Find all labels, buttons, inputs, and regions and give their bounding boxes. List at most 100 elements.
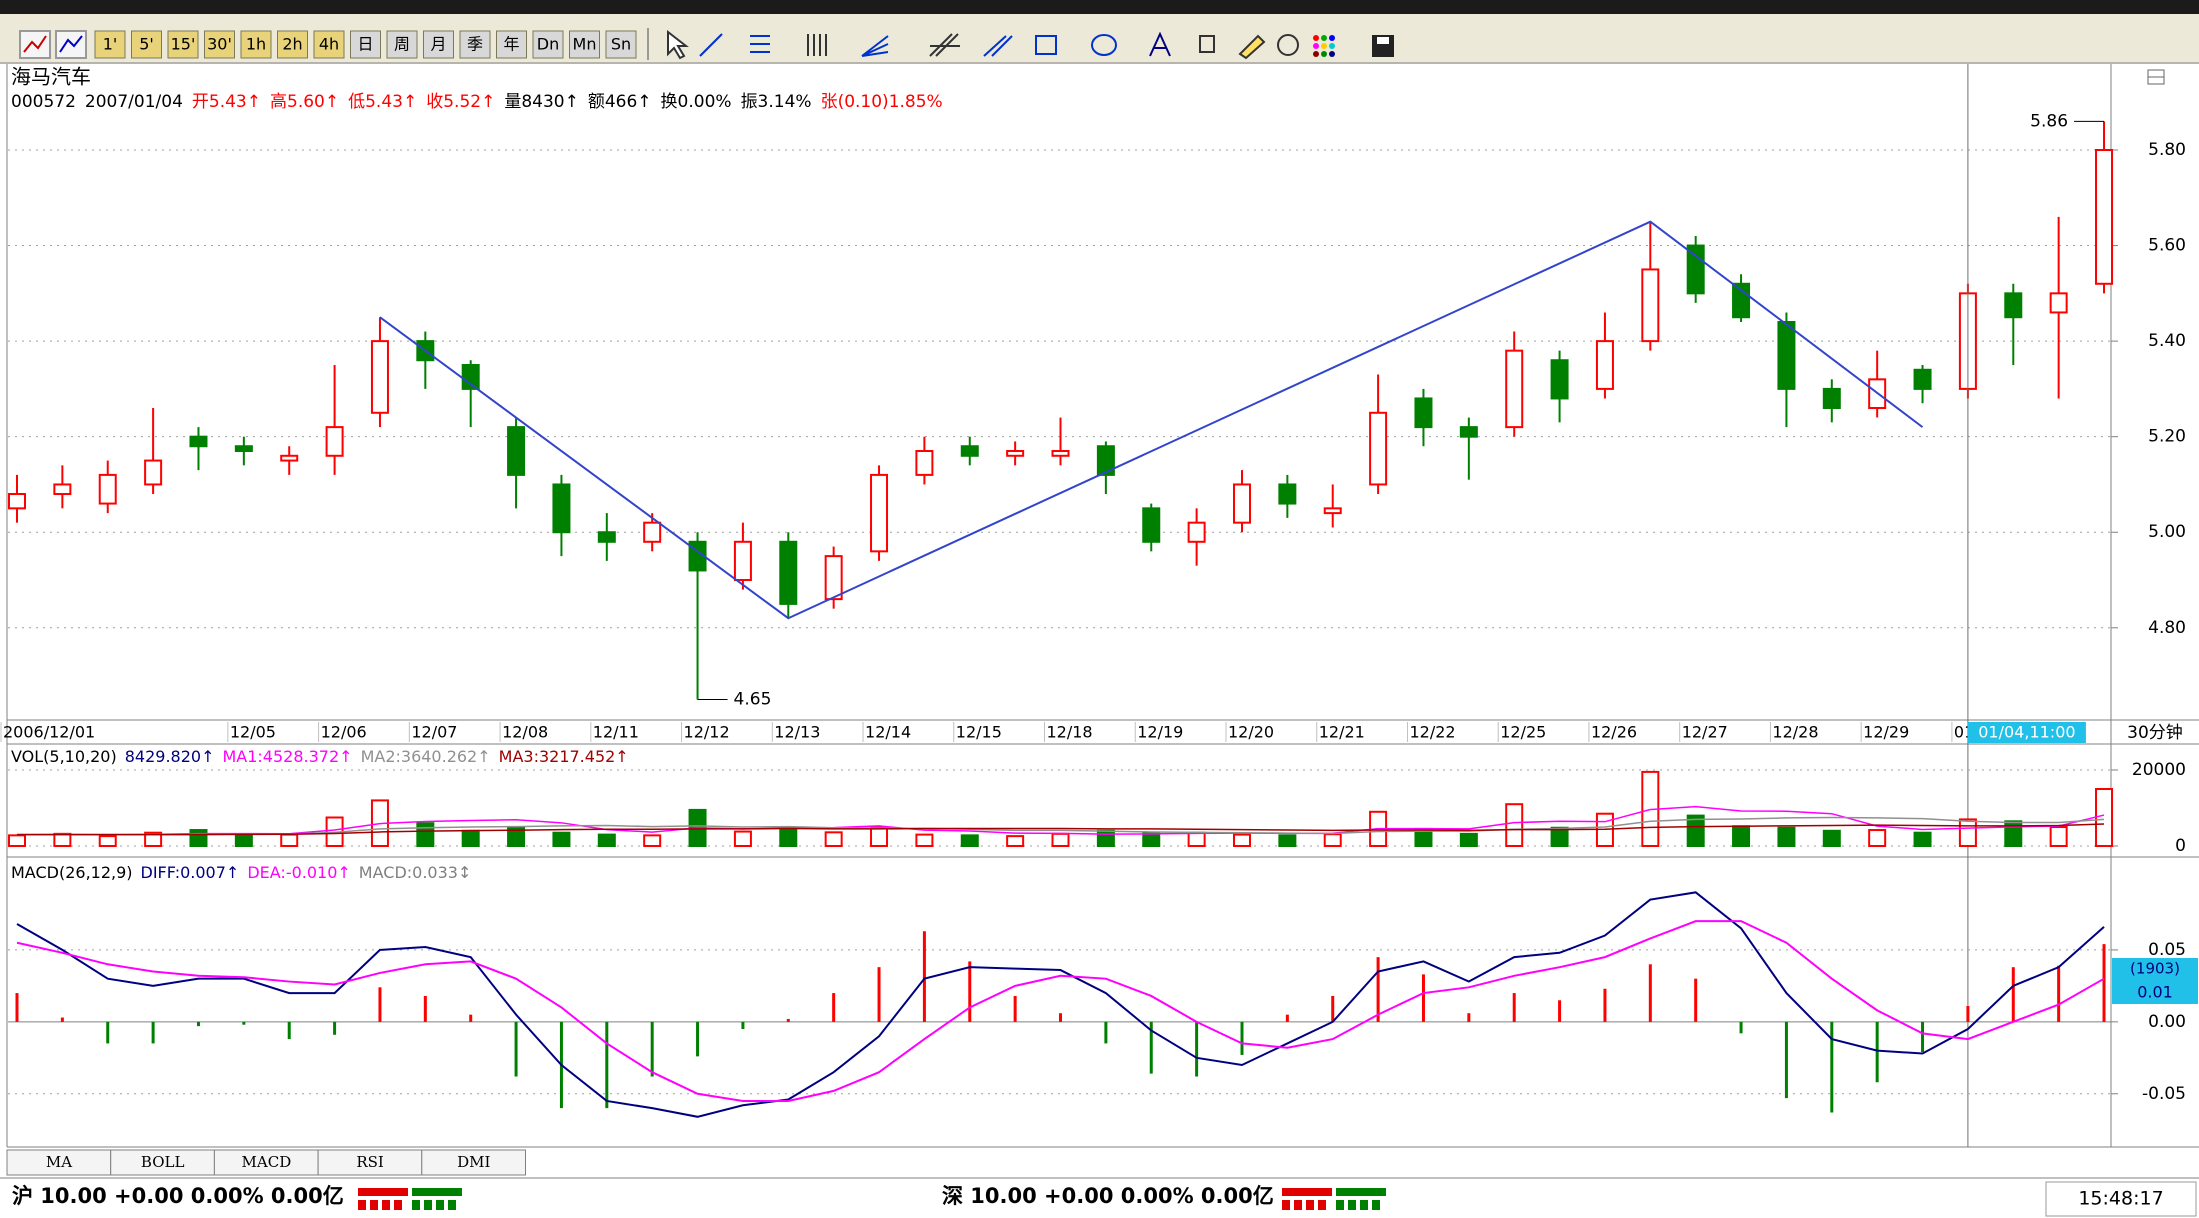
candle-body	[643, 521, 662, 543]
quote-field: 开5.43↑	[192, 92, 261, 112]
toolbar-button[interactable]	[350, 30, 381, 59]
toolbar-button[interactable]	[94, 30, 126, 59]
toolbar-button[interactable]	[167, 30, 199, 59]
indicator-tab[interactable]	[421, 1149, 526, 1176]
volume-bar	[1142, 832, 1161, 847]
toolbar-button[interactable]	[277, 30, 308, 59]
block	[412, 1188, 462, 1196]
volume-bar	[461, 829, 480, 847]
icon-fan[interactable]	[861, 35, 889, 57]
volume-bar	[1187, 831, 1206, 847]
x-tick-label: 12/05	[230, 723, 276, 742]
block	[1306, 1200, 1314, 1210]
candle-body	[552, 483, 571, 534]
toolbar-button[interactable]	[605, 30, 637, 59]
toolbar-button[interactable]	[313, 30, 345, 59]
indicator-tab[interactable]	[6, 1149, 112, 1176]
x-tick-label: 12/06	[321, 723, 367, 742]
indicator-tab[interactable]	[317, 1149, 423, 1176]
volume-bar	[870, 825, 889, 847]
candle-body	[1641, 268, 1660, 343]
candle-body	[1686, 244, 1705, 295]
candle-body	[1459, 426, 1478, 438]
icon-save-label	[1377, 37, 1389, 44]
icon-rect[interactable]	[1035, 35, 1057, 55]
indicator-tab-label: MACD	[242, 1153, 292, 1171]
volume-bar	[1732, 825, 1751, 847]
candle-body	[1505, 349, 1524, 429]
candle-body	[1051, 450, 1070, 457]
volume-bar	[733, 830, 752, 847]
toolbar-button-label: 日	[357, 35, 373, 54]
candle-body	[234, 445, 253, 453]
quote-field: 收5.52↑	[426, 92, 495, 112]
icon-copy[interactable]	[1199, 35, 1215, 53]
candle-body	[461, 364, 480, 390]
volume-bar	[234, 834, 253, 847]
legend-entry: MA2:3640.262↑	[361, 747, 491, 766]
toolbar-button-label: 4h	[319, 35, 339, 54]
icon-parallel[interactable]	[983, 35, 1013, 57]
candle-body	[1595, 340, 1614, 390]
stock-name: 海马汽车	[11, 65, 91, 89]
cursor-label: 01/04,11:00	[1978, 723, 2075, 742]
icon-eraser[interactable]	[1238, 34, 1266, 60]
icon-line[interactable]	[699, 33, 723, 57]
toolbar-button[interactable]	[386, 30, 418, 59]
x-tick-label: 12/08	[502, 723, 548, 742]
icon-cycle[interactable]	[807, 34, 827, 56]
volume-ma-line	[16, 805, 2105, 836]
volume-bar	[1505, 803, 1524, 847]
candle-body	[1232, 483, 1251, 524]
candle-body	[1414, 397, 1433, 429]
x-tick-label: 12/14	[865, 723, 911, 742]
cursor-value-label: (1903)	[2130, 960, 2180, 978]
candle-body	[915, 450, 934, 476]
toolbar-button[interactable]	[569, 30, 600, 59]
block	[1372, 1200, 1380, 1210]
x-tick-label: 12/15	[956, 723, 1002, 742]
candle-body	[2049, 292, 2068, 314]
icon-ellipse[interactable]	[1091, 34, 1117, 56]
icon-text[interactable]	[1149, 31, 1171, 57]
volume-bar	[779, 827, 798, 847]
toolbar-button[interactable]	[131, 30, 162, 59]
candle-body	[1006, 450, 1025, 457]
toolbar-button[interactable]	[240, 30, 272, 59]
y-tick-label: 0	[2175, 836, 2186, 856]
icon[interactable]	[55, 30, 87, 59]
volume-bar	[2095, 787, 2114, 847]
x-tick-label: 12/28	[1772, 723, 1818, 742]
toolbar-button[interactable]	[459, 30, 491, 59]
toolbar-button-label: 5'	[139, 35, 154, 54]
volume-bar	[552, 831, 571, 847]
volume-bar	[960, 834, 979, 847]
indicator-tab[interactable]	[213, 1149, 319, 1176]
x-tick-label: 12/18	[1047, 723, 1093, 742]
cursor-value: 0.01	[2137, 983, 2173, 1002]
candle-body	[2095, 149, 2114, 285]
volume-bar	[1459, 832, 1478, 847]
icon-colors[interactable]	[1313, 35, 1335, 57]
toolbar-button[interactable]	[423, 30, 454, 59]
x-tick-label: 12/13	[774, 723, 820, 742]
toolbar-button[interactable]	[496, 30, 527, 59]
block	[424, 1200, 432, 1210]
toolbar-button[interactable]	[204, 30, 235, 59]
icon-fib[interactable]	[750, 35, 770, 53]
block	[358, 1200, 366, 1210]
volume-bar	[8, 834, 26, 847]
icon-magnet[interactable]	[1277, 34, 1299, 56]
icon-channel[interactable]	[929, 33, 960, 57]
volume-bar	[1913, 831, 1932, 847]
icon-cursor[interactable]	[667, 29, 689, 60]
block	[448, 1200, 456, 1210]
candle-body	[1278, 483, 1297, 505]
legend-entry: MACD:0.033↕	[359, 863, 472, 882]
toolbar-button-label: 1h	[246, 35, 266, 54]
volume-bar	[915, 833, 934, 847]
icon-glyph	[59, 35, 83, 53]
toolbar-button[interactable]	[532, 30, 564, 59]
block	[1360, 1200, 1368, 1210]
